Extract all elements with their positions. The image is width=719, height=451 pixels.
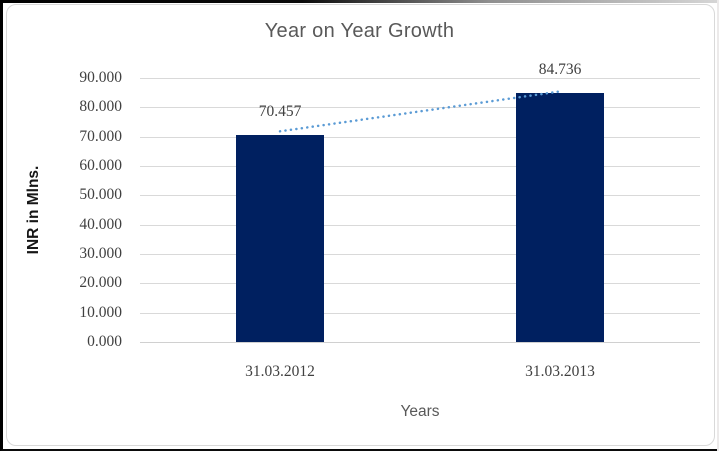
gridline <box>140 254 700 255</box>
y-axis-tick-label: 80.000 <box>79 98 122 115</box>
gridline <box>140 107 700 108</box>
chart-title: Year on Year Growth <box>264 20 455 42</box>
gridline <box>140 225 700 226</box>
bar <box>236 135 324 342</box>
gridline <box>140 195 700 196</box>
gridline <box>140 166 700 167</box>
y-axis-tick-label: 30.000 <box>79 245 122 262</box>
x-axis-category-label: 31.03.2013 <box>525 363 595 380</box>
y-axis-tick-label: 40.000 <box>79 216 122 233</box>
right-border <box>717 0 719 451</box>
y-axis-tick-label: 10.000 <box>79 304 122 321</box>
gridline <box>140 137 700 138</box>
y-axis-tick-label: 60.000 <box>79 157 122 174</box>
gridline <box>140 342 700 343</box>
x-axis-category-label: 31.03.2012 <box>245 363 315 380</box>
y-axis-tick-label: 70.000 <box>79 128 122 145</box>
bar-data-label: 84.736 <box>538 61 582 78</box>
gridline <box>140 283 700 284</box>
y-axis-title: INR in Mlns. <box>25 165 42 255</box>
y-axis-tick-label: 50.000 <box>79 186 122 203</box>
bar-data-label: 70.457 <box>258 103 302 120</box>
top-border <box>0 0 719 3</box>
gridline <box>140 78 700 79</box>
y-axis-tick-label: 90.000 <box>79 69 122 86</box>
chart-area-border <box>6 4 715 446</box>
y-axis-tick-label: 20.000 <box>79 274 122 291</box>
x-axis-title: Years <box>400 403 440 420</box>
gridline <box>140 313 700 314</box>
y-axis-tick-label: 0.000 <box>87 333 122 350</box>
bar <box>516 93 604 342</box>
